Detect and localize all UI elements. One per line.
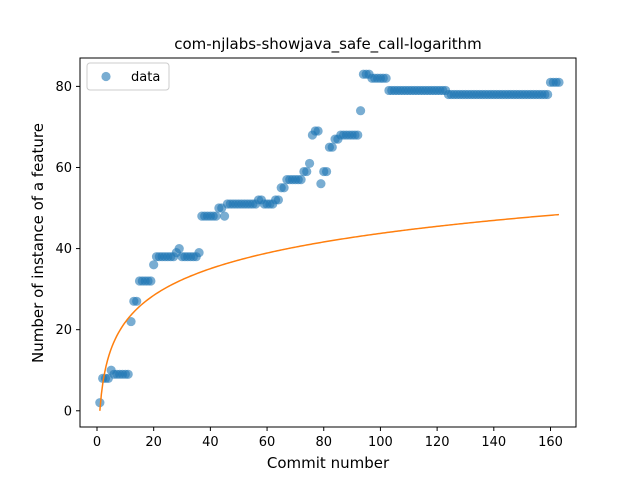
data-point (194, 248, 204, 258)
fit-line (99, 213, 560, 411)
data-point (123, 369, 133, 379)
legend: data (86, 62, 170, 91)
y-axis-label: Number of instance of a feature (29, 123, 47, 363)
y-axis: 0 20 40 60 80 (55, 80, 80, 419)
x-axis-label: Commit number (267, 454, 390, 472)
x-tick-label: 100 (368, 435, 393, 450)
y-tick-label: 0 (64, 404, 72, 419)
chart-title: com-njlabs-showjava_safe_call-logarithm (174, 35, 482, 54)
data-point (355, 106, 366, 116)
x-tick-label: 40 (202, 435, 219, 450)
data-point (219, 211, 230, 221)
data-point (554, 77, 564, 87)
data-point (302, 166, 312, 177)
x-tick-label: 0 (93, 435, 101, 450)
data-point (132, 296, 142, 306)
data-point (316, 179, 326, 189)
data-point (327, 142, 337, 152)
axes-frame (79, 57, 577, 428)
data-point (313, 126, 323, 136)
data-point (211, 211, 221, 221)
x-tick-label: 160 (538, 435, 563, 450)
data-point (149, 260, 159, 270)
data-point (321, 166, 332, 177)
y-tick-label: 40 (55, 242, 72, 257)
data-point (543, 89, 553, 100)
data-point (353, 130, 363, 140)
x-tick-label: 60 (259, 435, 276, 450)
plot-area (79, 57, 577, 428)
x-axis: 0 20 40 60 80 100 120 140 160 (93, 427, 563, 450)
data-point (146, 276, 156, 286)
x-tick-label: 120 (425, 435, 450, 450)
legend-box (86, 62, 170, 91)
data-point (174, 243, 184, 254)
x-tick-label: 80 (315, 435, 332, 450)
x-tick-label: 20 (145, 435, 162, 450)
data-point (273, 195, 283, 205)
data-point (304, 158, 315, 169)
data-point (126, 316, 136, 327)
data-point (279, 183, 289, 193)
y-tick-label: 20 (55, 323, 72, 338)
data-point (296, 175, 306, 185)
legend-label-data: data (131, 70, 160, 85)
x-tick-label: 140 (481, 435, 506, 450)
legend-marker-data (101, 71, 111, 82)
y-tick-label: 60 (55, 161, 72, 176)
y-tick-label: 80 (55, 80, 72, 95)
data-point (381, 73, 391, 83)
